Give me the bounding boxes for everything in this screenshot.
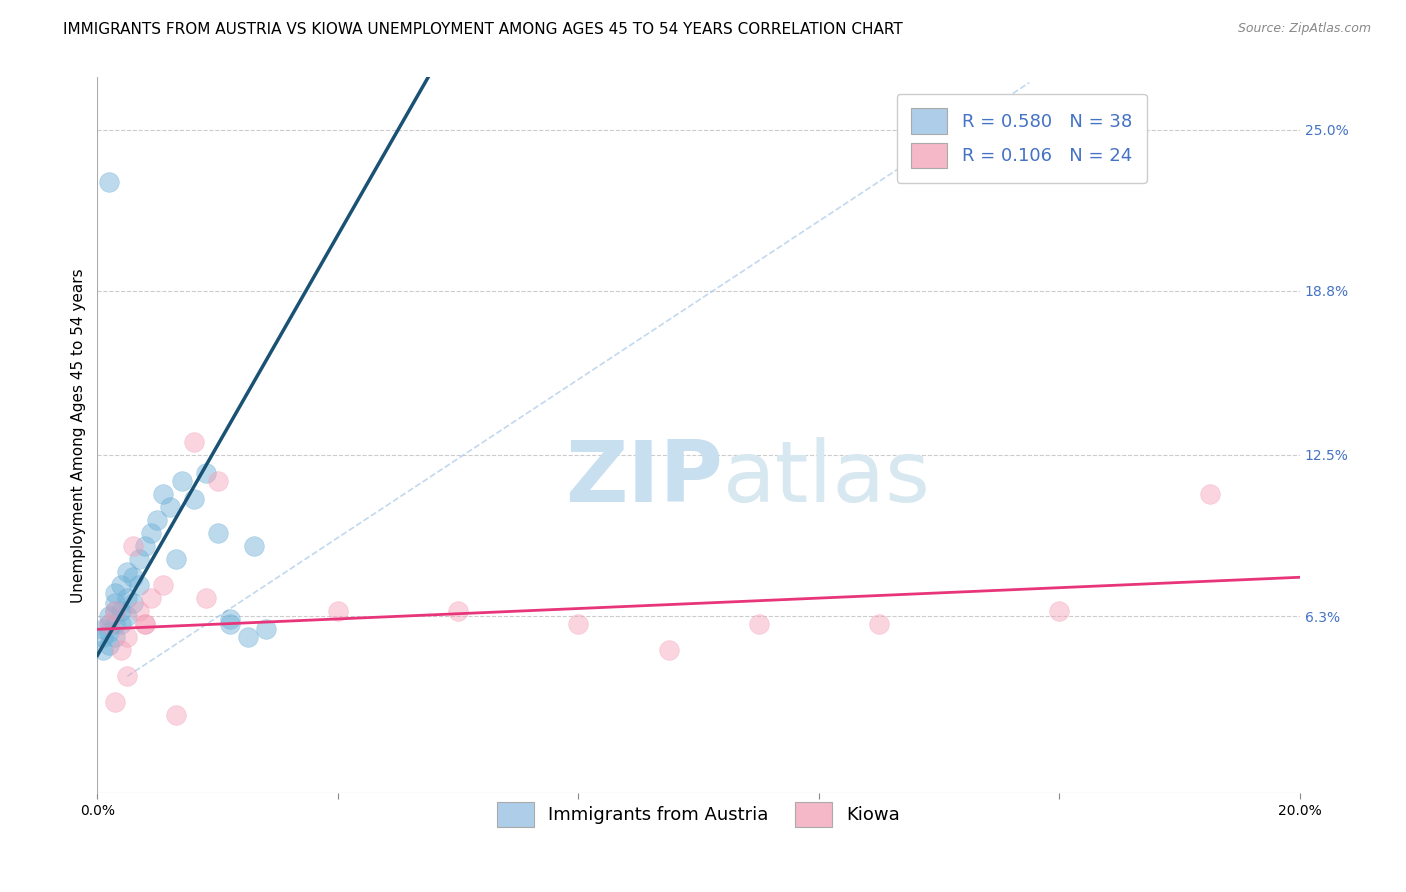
Immigrants from Austria [159, 500, 181, 514]
Kiowa [110, 643, 132, 657]
Immigrants from Austria [152, 487, 174, 501]
Immigrants from Austria [141, 526, 163, 541]
Immigrants from Austria [104, 586, 127, 600]
Immigrants from Austria [134, 539, 156, 553]
Kiowa [141, 591, 163, 606]
Text: ZIP: ZIP [565, 437, 723, 520]
Immigrants from Austria [207, 526, 229, 541]
Immigrants from Austria [93, 643, 115, 657]
Kiowa [326, 604, 349, 618]
Legend: Immigrants from Austria, Kiowa: Immigrants from Austria, Kiowa [491, 795, 907, 834]
Immigrants from Austria [98, 638, 121, 652]
Immigrants from Austria [104, 604, 127, 618]
Immigrants from Austria [93, 630, 115, 644]
Immigrants from Austria [110, 604, 132, 618]
Kiowa [117, 669, 139, 683]
Kiowa [567, 617, 589, 632]
Immigrants from Austria [170, 474, 193, 488]
Kiowa [104, 604, 127, 618]
Kiowa [165, 708, 187, 723]
Kiowa [447, 604, 470, 618]
Kiowa [134, 617, 156, 632]
Kiowa [134, 617, 156, 632]
Immigrants from Austria [122, 570, 145, 584]
Immigrants from Austria [194, 466, 217, 480]
Text: IMMIGRANTS FROM AUSTRIA VS KIOWA UNEMPLOYMENT AMONG AGES 45 TO 54 YEARS CORRELAT: IMMIGRANTS FROM AUSTRIA VS KIOWA UNEMPLO… [63, 22, 903, 37]
Kiowa [1047, 604, 1070, 618]
Immigrants from Austria [122, 596, 145, 610]
Immigrants from Austria [117, 565, 139, 579]
Kiowa [122, 539, 145, 553]
Immigrants from Austria [98, 609, 121, 624]
Immigrants from Austria [218, 617, 240, 632]
Immigrants from Austria [242, 539, 264, 553]
Immigrants from Austria [146, 513, 169, 527]
Immigrants from Austria [104, 596, 127, 610]
Kiowa [104, 695, 127, 709]
Kiowa [117, 630, 139, 644]
Kiowa [657, 643, 679, 657]
Immigrants from Austria [104, 630, 127, 644]
Immigrants from Austria [117, 609, 139, 624]
Kiowa [194, 591, 217, 606]
Immigrants from Austria [218, 612, 240, 626]
Immigrants from Austria [98, 624, 121, 639]
Kiowa [183, 434, 205, 449]
Immigrants from Austria [98, 617, 121, 632]
Immigrants from Austria [98, 175, 121, 189]
Kiowa [748, 617, 770, 632]
Text: Source: ZipAtlas.com: Source: ZipAtlas.com [1237, 22, 1371, 36]
Immigrants from Austria [93, 623, 115, 637]
Immigrants from Austria [117, 591, 139, 606]
Immigrants from Austria [236, 630, 259, 644]
Kiowa [868, 617, 890, 632]
Immigrants from Austria [254, 623, 277, 637]
Kiowa [98, 617, 121, 632]
Y-axis label: Unemployment Among Ages 45 to 54 years: Unemployment Among Ages 45 to 54 years [72, 268, 86, 603]
Kiowa [207, 474, 229, 488]
Kiowa [128, 604, 150, 618]
Text: atlas: atlas [723, 437, 931, 520]
Kiowa [1198, 487, 1220, 501]
Immigrants from Austria [165, 552, 187, 566]
Kiowa [152, 578, 174, 592]
Immigrants from Austria [128, 578, 150, 592]
Immigrants from Austria [104, 617, 127, 632]
Immigrants from Austria [110, 578, 132, 592]
Immigrants from Austria [183, 492, 205, 507]
Immigrants from Austria [110, 617, 132, 632]
Immigrants from Austria [128, 552, 150, 566]
